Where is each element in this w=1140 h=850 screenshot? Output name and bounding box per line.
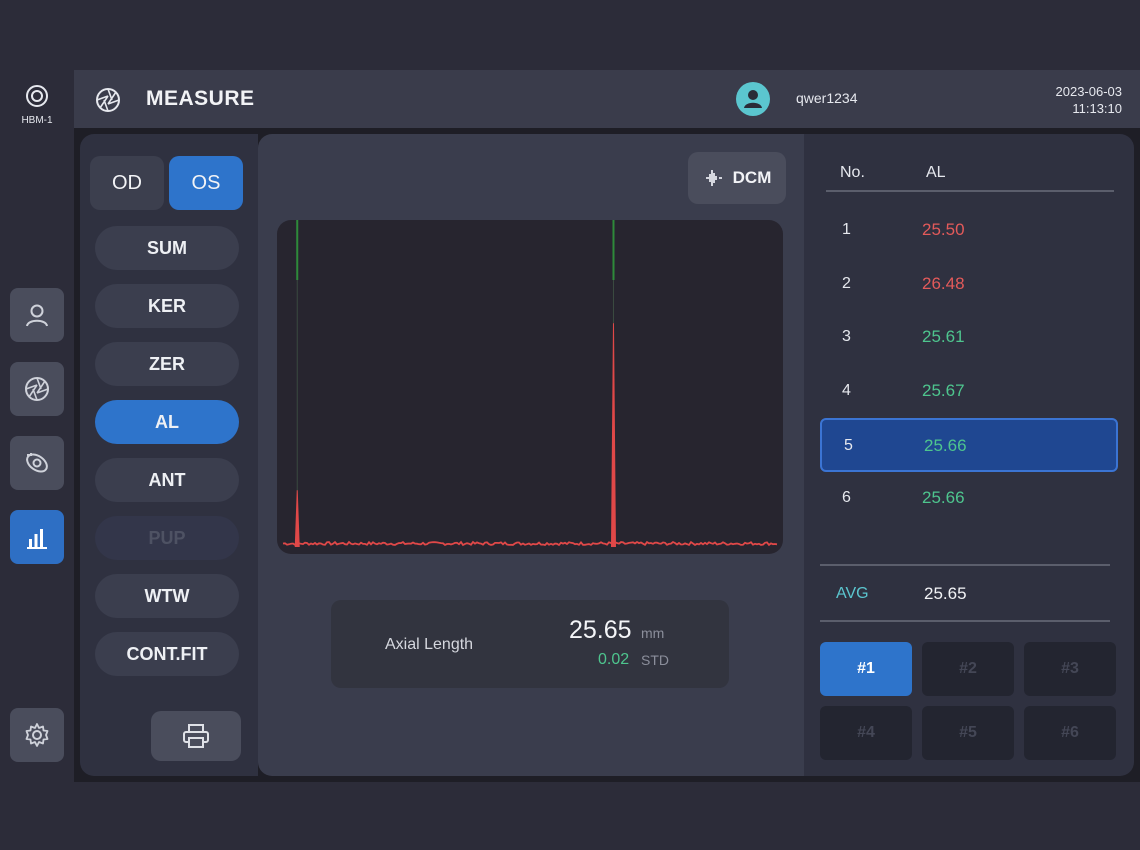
column-header-no: No. <box>840 164 865 181</box>
mode-button-ant[interactable]: ANT <box>95 458 239 502</box>
signal-baseline <box>282 540 778 547</box>
table-row[interactable]: 5 25.66 <box>820 418 1118 472</box>
mode-button-pup: PUP <box>95 516 239 560</box>
mode-button-cont-fit[interactable]: CONT.FIT <box>95 632 239 676</box>
row-al-value: 25.50 <box>922 220 965 239</box>
mode-panel: OD OS SUM KER ZER AL ANT PUP WTW CONT.FIT <box>80 134 258 776</box>
results-panel: No. AL 1 25.50 2 26.48 3 25.61 4 25.67 5 25.66 6 25… <box>804 134 1134 776</box>
printer-icon <box>183 724 209 748</box>
row-number: 3 <box>842 328 851 345</box>
mode-button-ker[interactable]: KER <box>95 284 239 328</box>
row-number: 5 <box>844 437 853 454</box>
result-value: 25.65 <box>569 616 632 644</box>
row-al-value: 25.61 <box>922 327 965 346</box>
scan-panel: DCM Axial Length 25.65 mm 0.02 STD <box>258 134 804 776</box>
date-text: 2023-06-03 <box>1055 84 1123 99</box>
table-row[interactable]: 1 25.50 <box>820 204 1118 258</box>
row-number: 4 <box>842 381 851 399</box>
aperture-icon <box>94 86 122 119</box>
slot-button-5[interactable]: #5 <box>922 706 1014 760</box>
a-scan-waveform <box>282 220 778 548</box>
table-row[interactable]: 4 25.67 <box>820 365 1118 419</box>
mode-button-sum[interactable]: SUM <box>95 226 239 270</box>
mode-button-wtw[interactable]: WTW <box>95 574 239 618</box>
datetime: 2023-06-03 11:13:10 <box>1056 83 1123 117</box>
std-label: STD <box>641 652 669 668</box>
eye-scan-icon <box>26 453 48 473</box>
slot-button-4[interactable]: #4 <box>820 706 912 760</box>
print-button[interactable] <box>151 711 241 761</box>
echo-peak <box>610 323 616 548</box>
waveform-icon <box>705 170 722 186</box>
brand: HBM-1 <box>0 84 74 126</box>
row-al-value: 25.66 <box>922 487 965 507</box>
result-unit: mm <box>641 625 665 641</box>
nav-rail: HBM-1 <box>0 70 74 782</box>
rail-patient-button[interactable] <box>10 288 64 342</box>
brand-name: HBM-1 <box>21 115 53 126</box>
row-al-value: 25.66 <box>924 436 967 455</box>
row-number: 6 <box>842 488 851 506</box>
table-row[interactable]: 6 25.66 <box>820 472 1118 526</box>
echo-peak <box>294 490 300 548</box>
slot-button-6[interactable]: #6 <box>1024 706 1116 760</box>
rail-measure-button[interactable] <box>10 362 64 416</box>
concentric-circle-icon <box>26 85 48 107</box>
avg-divider-top <box>820 564 1110 566</box>
od-button[interactable]: OD <box>90 156 164 210</box>
dcm-button[interactable]: DCM <box>688 152 786 204</box>
result-label: Axial Length <box>385 636 474 653</box>
a-scan-display <box>277 220 783 554</box>
aperture-icon <box>25 377 49 401</box>
rail-eye-scan-button[interactable] <box>10 436 64 490</box>
row-number: 2 <box>842 274 851 292</box>
table-row[interactable]: 2 26.48 <box>820 258 1118 312</box>
top-header: MEASURE qwer1234 2023-06-03 11:13:10 <box>74 70 1140 128</box>
mode-button-al[interactable]: AL <box>95 400 239 444</box>
username: qwer1234 <box>796 90 858 106</box>
rail-settings-button[interactable] <box>10 708 64 762</box>
result-card: Axial Length 25.65 mm 0.02 STD <box>331 600 729 688</box>
time-text: 11:13:10 <box>1072 101 1122 116</box>
person-icon <box>26 304 48 327</box>
slot-button-1[interactable]: #1 <box>820 642 912 696</box>
slot-button-3[interactable]: #3 <box>1024 642 1116 696</box>
avg-value: 25.65 <box>924 584 967 603</box>
std-value: 0.02 <box>598 651 630 668</box>
bar-chart-icon <box>27 529 47 549</box>
row-al-value: 25.67 <box>922 380 965 400</box>
column-header-al: AL <box>926 164 946 181</box>
row-al-value: 26.48 <box>922 273 965 293</box>
avg-divider-bottom <box>820 620 1110 622</box>
mode-button-zer[interactable]: ZER <box>95 342 239 386</box>
person-icon <box>744 90 762 108</box>
table-row[interactable]: 3 25.61 <box>820 311 1118 365</box>
avatar[interactable] <box>736 82 770 116</box>
avg-label: AVG <box>836 585 869 602</box>
page-title: MEASURE <box>146 87 255 110</box>
rail-results-button[interactable] <box>10 510 64 564</box>
slot-button-2[interactable]: #2 <box>922 642 1014 696</box>
dcm-label: DCM <box>732 168 772 187</box>
header-divider <box>826 190 1114 192</box>
os-button[interactable]: OS <box>169 156 243 210</box>
gear-icon <box>25 723 49 747</box>
row-number: 1 <box>842 221 851 238</box>
